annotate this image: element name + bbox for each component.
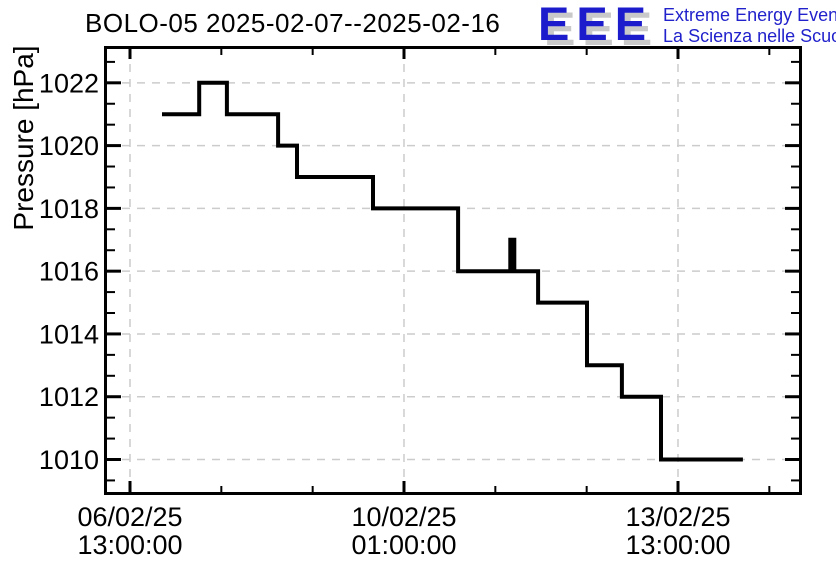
x-tick-label-date: 10/02/25 [351,502,456,532]
pressure-step-line [162,80,743,462]
axis-tick-labels: 101010121014101610181020102206/02/2513:0… [39,68,731,560]
plot-title: BOLO-05 2025-02-07--2025-02-16 [85,8,501,38]
x-tick-label-time: 13:00:00 [77,530,182,560]
eee-logo-acronym: EEE [538,0,654,50]
x-tick-label-date: 13/02/25 [625,502,730,532]
y-tick-label: 1010 [39,445,99,475]
x-tick-label-time: 01:00:00 [351,530,456,560]
axis-ticks [106,48,800,493]
eee-logo-line1: Extreme Energy Events [663,5,836,25]
y-tick-label: 1016 [39,257,99,287]
eee-logo-line2: La Scienza nelle Scuole [663,26,836,46]
y-tick-label: 1012 [39,382,99,412]
x-tick-label-date: 06/02/25 [77,502,182,532]
plot-frame [104,46,802,495]
eee-logo-text: Extreme Energy Events La Scienza nelle S… [663,5,836,47]
eee-logo: EEE Extreme Energy Events La Scienza nel… [538,0,836,50]
y-tick-label: 1022 [39,68,99,98]
x-tick-label-time: 13:00:00 [625,530,730,560]
y-tick-label: 1014 [39,319,99,349]
gridlines [107,49,799,492]
y-tick-label: 1020 [39,131,99,161]
y-tick-label: 1018 [39,194,99,224]
